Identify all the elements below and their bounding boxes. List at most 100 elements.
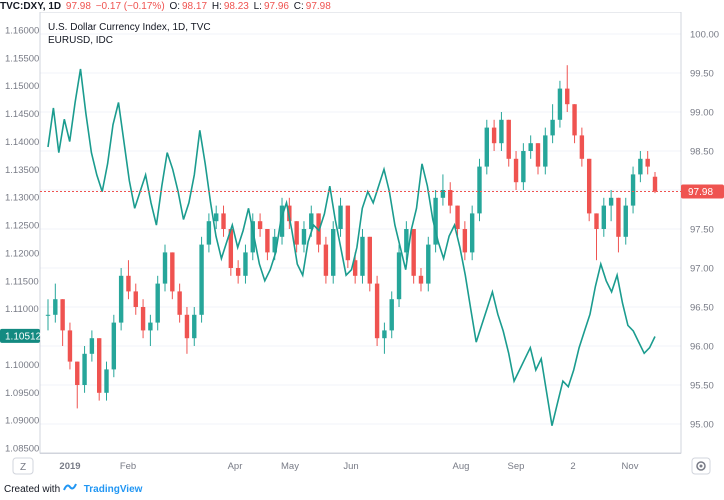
zoom-reset-label: Z bbox=[20, 462, 26, 473]
time-axis[interactable]: 2019 Feb Apr May Jun Aug Sep 2 Nov bbox=[40, 453, 681, 473]
right-tick-label: 95.50 bbox=[690, 381, 714, 392]
open-label: O: bbox=[169, 1, 180, 12]
candle-body bbox=[250, 221, 255, 253]
candle-body bbox=[345, 205, 351, 261]
candle-body bbox=[75, 361, 80, 385]
footer-brand[interactable]: TradingView bbox=[83, 484, 143, 495]
left-tick-label: 1.13000 bbox=[5, 193, 39, 204]
open-value: 98.17 bbox=[182, 1, 208, 12]
candle-body bbox=[426, 244, 431, 284]
left-tick-label: 1.08500 bbox=[5, 444, 39, 455]
candle-body bbox=[265, 229, 270, 253]
candle-body bbox=[338, 205, 343, 229]
grid bbox=[40, 33, 681, 425]
price-chart[interactable]: 1.16000 1.15500 1.15000 1.14500 1.14000 1.135… bbox=[0, 12, 724, 480]
candle-body bbox=[184, 314, 190, 339]
right-tick-label: 100.00 bbox=[690, 30, 719, 41]
candle-body bbox=[60, 299, 65, 331]
candle-body bbox=[331, 229, 336, 276]
candle-body bbox=[243, 252, 248, 276]
candle-body bbox=[316, 213, 321, 245]
candle-body bbox=[294, 221, 299, 245]
candle-body bbox=[623, 205, 628, 237]
left-tick-label: 1.10000 bbox=[5, 360, 39, 371]
candle-body bbox=[67, 330, 73, 362]
candle-body bbox=[199, 244, 204, 315]
symbol-label: TVC:DXY, 1D bbox=[0, 1, 62, 12]
close-value: 97.98 bbox=[305, 1, 331, 12]
plot-area-border bbox=[39, 12, 682, 454]
legend-overlay: EURUSD, IDC bbox=[48, 35, 113, 46]
left-tick-label: 1.14500 bbox=[5, 109, 39, 120]
right-tick-label: 95.00 bbox=[690, 420, 714, 431]
dxy-candles bbox=[45, 65, 658, 409]
candle-body bbox=[491, 127, 497, 144]
close-label: C: bbox=[293, 1, 304, 12]
candle-body bbox=[521, 151, 526, 183]
candle-body bbox=[477, 166, 482, 214]
candle-body bbox=[228, 229, 234, 268]
candle-body bbox=[104, 369, 109, 393]
candle-body bbox=[111, 322, 117, 370]
left-tick-label: 1.11000 bbox=[5, 304, 39, 315]
candle-body bbox=[550, 119, 555, 136]
candle-body bbox=[586, 158, 592, 214]
candle-body bbox=[206, 221, 212, 245]
left-tick-label: 1.09500 bbox=[5, 388, 39, 399]
candle-body bbox=[389, 299, 394, 331]
left-axis[interactable]: 1.16000 1.15500 1.15000 1.14500 1.14000 1.135… bbox=[5, 26, 39, 455]
candle-body bbox=[528, 143, 533, 151]
high-label: H: bbox=[211, 1, 222, 12]
candle-body bbox=[462, 229, 468, 253]
candle-body bbox=[148, 322, 153, 331]
candle-body bbox=[221, 213, 226, 229]
legend-main: U.S. Dollar Currency Index, 1D, TVC bbox=[48, 22, 211, 33]
candle-body bbox=[170, 252, 175, 292]
time-tick-label: 2019 bbox=[59, 461, 80, 472]
candle-body bbox=[630, 174, 636, 206]
right-tick-label: 97.50 bbox=[690, 225, 714, 236]
candle-body bbox=[601, 205, 607, 229]
left-tick-label: 1.13500 bbox=[5, 165, 39, 176]
settings-gear-icon[interactable] bbox=[691, 457, 711, 475]
candle-body bbox=[177, 291, 182, 315]
last-price: 97.98 bbox=[65, 1, 91, 12]
right-value-badge: 97.98 bbox=[681, 184, 724, 199]
candle-body bbox=[455, 205, 460, 229]
candle-body bbox=[543, 135, 548, 167]
price-change: −0.17 (−0.17%) bbox=[95, 1, 165, 12]
low-label: L: bbox=[253, 1, 262, 12]
time-tick-label: Apr bbox=[228, 461, 243, 472]
left-tick-label: 1.16000 bbox=[5, 26, 39, 37]
candle-body bbox=[45, 314, 51, 316]
candle-body bbox=[140, 307, 146, 331]
candle-body bbox=[645, 158, 650, 167]
candle-body bbox=[352, 260, 358, 276]
time-tick-label: 2 bbox=[570, 461, 575, 472]
candle-body bbox=[469, 213, 475, 253]
tradingview-logo-icon bbox=[63, 483, 80, 495]
candle-body bbox=[513, 158, 519, 183]
footer: Created with TradingView bbox=[0, 482, 142, 498]
candle-body bbox=[608, 197, 614, 206]
candle-body bbox=[309, 213, 314, 229]
candle-body bbox=[323, 244, 329, 276]
candle-body bbox=[53, 299, 58, 315]
candle-body bbox=[535, 143, 541, 167]
right-axis[interactable]: 100.0099.5099.0098.5098.0097.5097.0096.5… bbox=[690, 30, 719, 431]
candle-body bbox=[82, 353, 87, 385]
left-tick-label: 1.12000 bbox=[5, 248, 39, 259]
candle-body bbox=[448, 190, 453, 206]
footer-prefix: Created with bbox=[4, 484, 61, 495]
candle-body bbox=[235, 268, 241, 276]
candle-body bbox=[214, 213, 219, 222]
candle-body bbox=[579, 135, 585, 159]
low-value: 97.96 bbox=[263, 1, 289, 12]
left-value-badge-text: 1.10512 bbox=[5, 331, 42, 342]
left-value-badge: 1.10512 bbox=[0, 328, 42, 343]
candle-body bbox=[572, 104, 577, 136]
time-tick-label: May bbox=[281, 461, 299, 472]
eurusd-line bbox=[47, 68, 656, 426]
zoom-reset-button[interactable]: Z bbox=[12, 457, 34, 475]
time-tick-label: Aug bbox=[453, 461, 470, 472]
